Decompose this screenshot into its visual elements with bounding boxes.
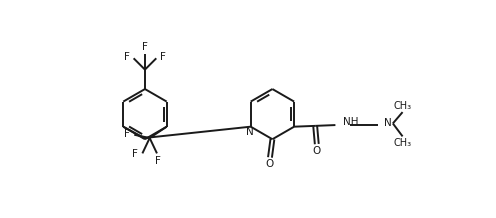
Text: F: F bbox=[142, 42, 148, 52]
Text: F: F bbox=[132, 149, 138, 159]
Text: CH₃: CH₃ bbox=[394, 101, 412, 111]
Text: NH: NH bbox=[343, 117, 358, 127]
Text: F: F bbox=[155, 156, 161, 166]
Text: F: F bbox=[160, 53, 166, 63]
Text: N: N bbox=[247, 126, 254, 136]
Text: N: N bbox=[384, 118, 391, 128]
Text: CH₃: CH₃ bbox=[394, 138, 412, 148]
Text: O: O bbox=[266, 159, 274, 169]
Text: F: F bbox=[124, 129, 130, 139]
Text: O: O bbox=[312, 146, 321, 156]
Text: F: F bbox=[124, 53, 129, 63]
